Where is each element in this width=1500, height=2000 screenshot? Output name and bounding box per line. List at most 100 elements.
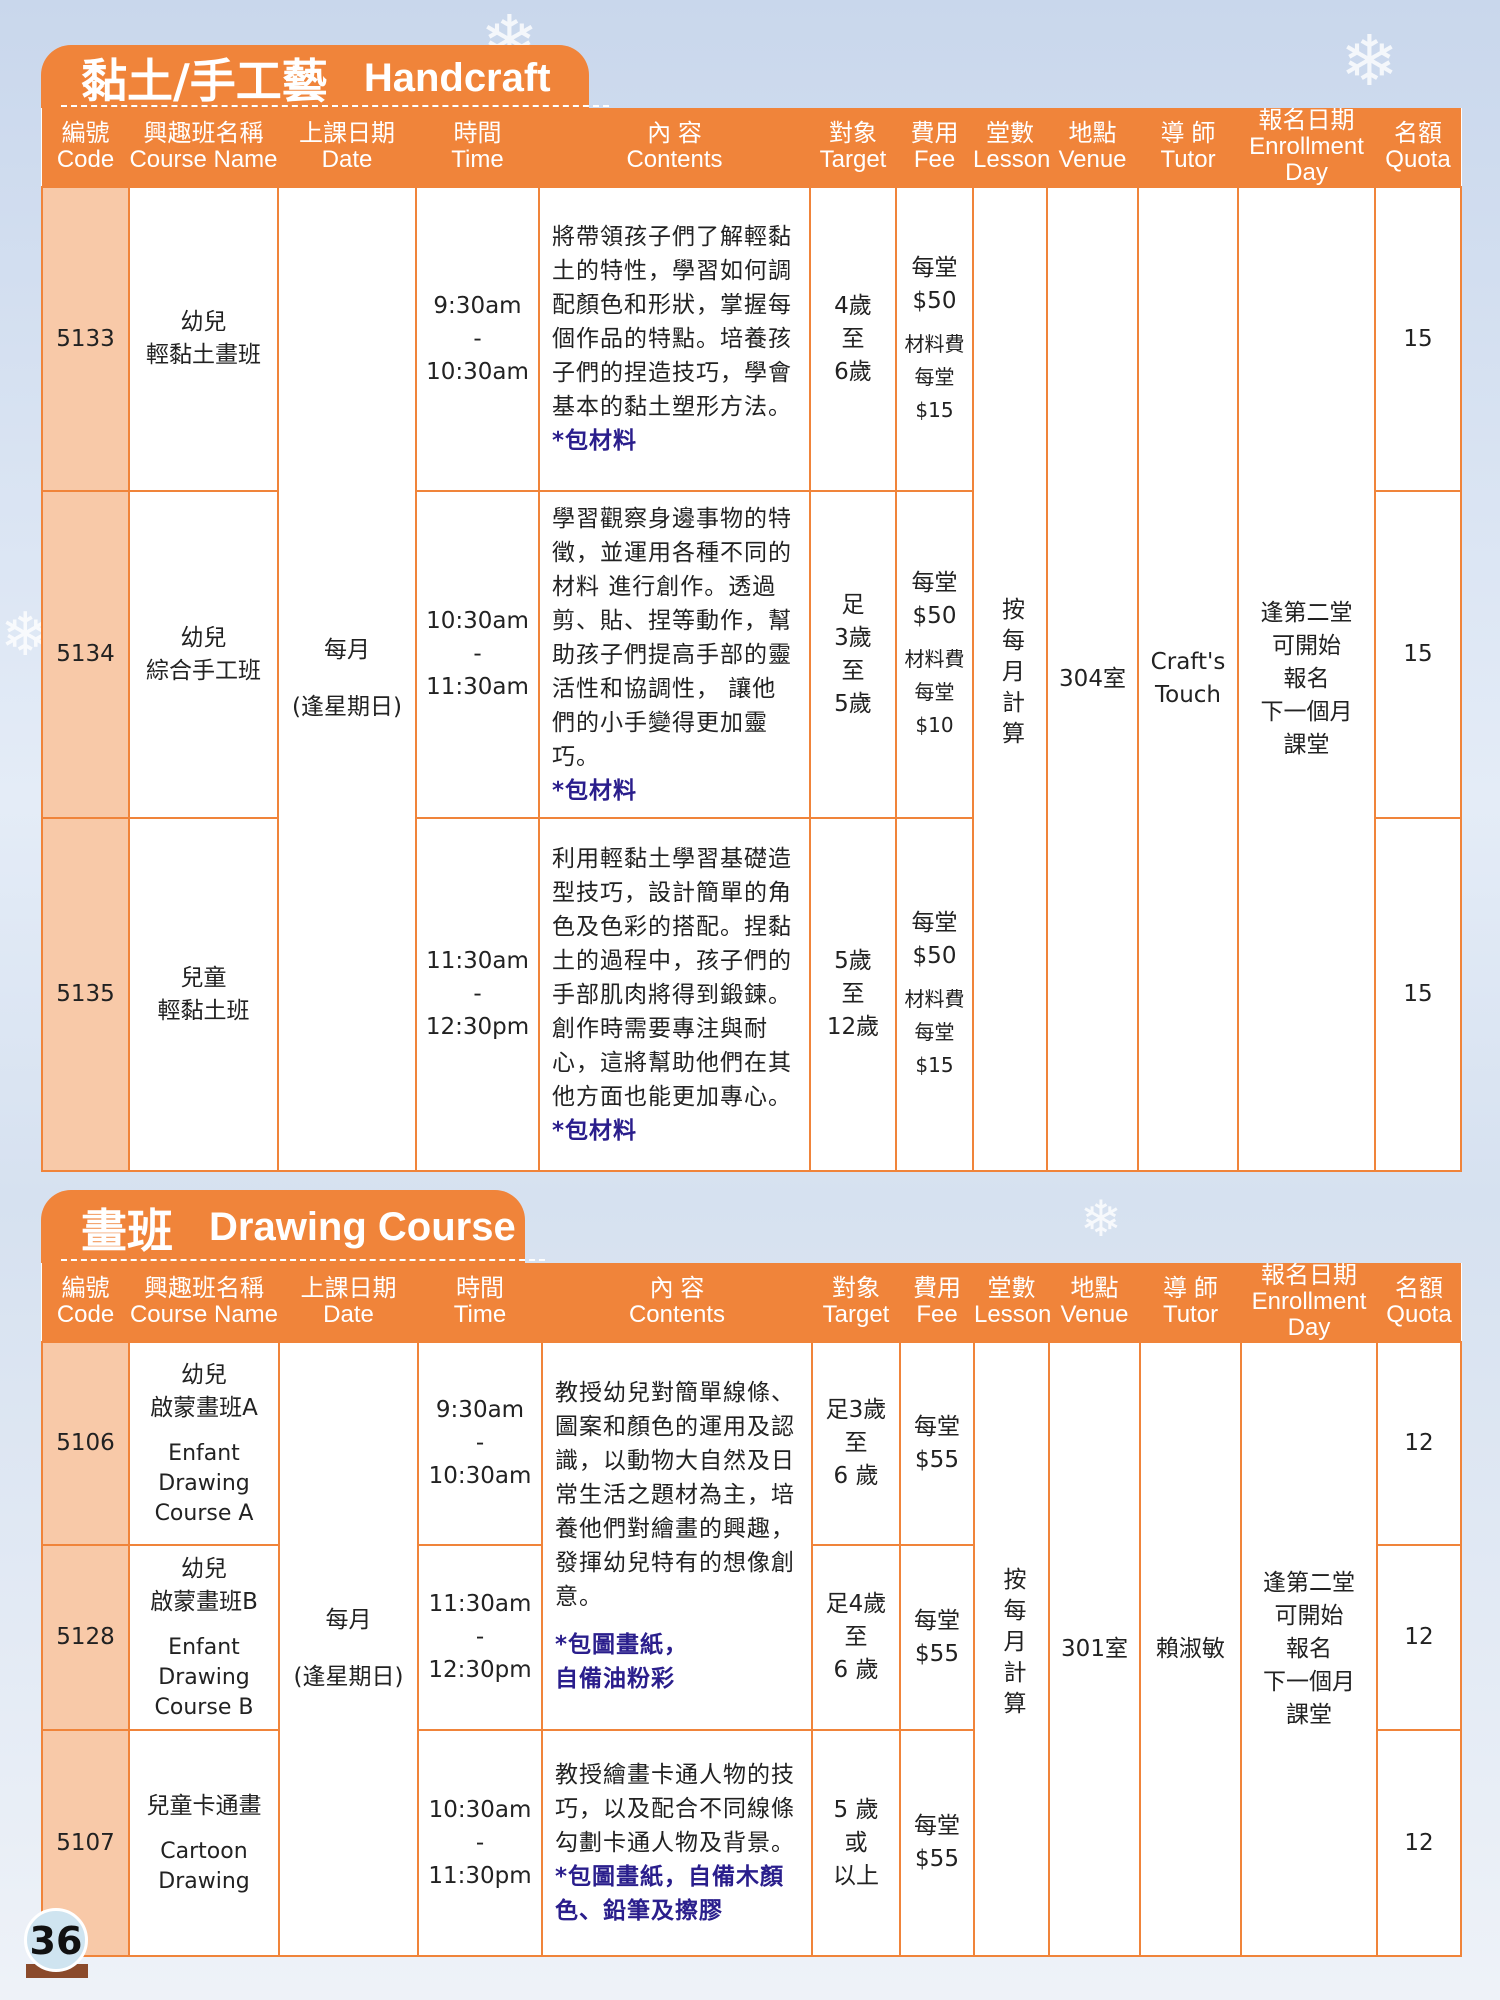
line: Drawing xyxy=(158,1470,250,1496)
header-fee: 費用 Fee xyxy=(900,1263,974,1342)
header-time: 時間 Time xyxy=(418,1263,542,1342)
line: 10:30am xyxy=(426,608,529,634)
line: 9:30am xyxy=(435,1397,525,1423)
header-quota: 名額 Quota xyxy=(1375,108,1461,187)
header-zh: 地點 xyxy=(1070,1275,1119,1302)
line: 報名 xyxy=(1286,1635,1332,1662)
contents-text: 利用輕黏土學習基礎造型技巧，設計簡單的角色及色彩的搭配。捏黏土的過程中，孩子們的… xyxy=(552,845,792,1110)
line: - xyxy=(475,1430,485,1456)
line: 11:30am xyxy=(428,1591,532,1617)
line: 課堂 xyxy=(1283,731,1330,758)
line: 12歲 xyxy=(826,1014,880,1040)
line: 每堂 xyxy=(911,910,958,936)
course-contents: 學習觀察身邊事物的特徵，並運用各種不同的材料 進行創作。透過剪、貼、捏等動作，幫… xyxy=(538,490,811,819)
line: 11:30am xyxy=(426,948,529,974)
line: 啟蒙畫班A xyxy=(150,1394,258,1421)
line: 每堂 xyxy=(911,254,958,281)
line: 報名 xyxy=(1283,665,1330,692)
line: 每堂 xyxy=(914,680,955,704)
course-venue: 304室 xyxy=(1046,186,1139,1172)
line: 幼兒 xyxy=(181,1555,227,1582)
line: 可開始 xyxy=(1272,632,1341,659)
line: 每堂 xyxy=(914,1413,960,1440)
line: 賴淑敏 xyxy=(1156,1635,1225,1662)
course-fee: 每堂 $50 材料費 每堂 $15 xyxy=(895,817,974,1172)
line: 自備油粉彩 xyxy=(555,1666,675,1692)
line: 下一個月 xyxy=(1263,1668,1355,1695)
lesson-text: 按每月計算 xyxy=(999,1566,1025,1722)
line: Course A xyxy=(154,1500,254,1526)
line: - xyxy=(475,1829,485,1856)
contents-text: 教授繪畫卡通人物的技巧，以及配合不同線條勾劃卡通人物及背景。 xyxy=(555,1762,795,1856)
line: $55 xyxy=(915,1446,959,1473)
course-lessons: 按每月計算 xyxy=(972,186,1048,1172)
header-en: Tutor xyxy=(1162,1301,1219,1328)
line: 6 歲 xyxy=(833,1657,879,1683)
header-zh: 名額 xyxy=(1395,1275,1443,1302)
header-zh: 名額 xyxy=(1394,120,1442,147)
header-en: Fee xyxy=(913,146,956,173)
header-en: Enrollment Day xyxy=(1251,1288,1367,1341)
course-target: 5 歲或以上 xyxy=(811,1729,901,1957)
line: 每堂 xyxy=(914,1607,960,1634)
header-en: Target xyxy=(822,1301,890,1328)
contents-note: *包圖畫紙，自備木顏色、鉛筆及擦膠 xyxy=(555,1864,785,1924)
course-quota: 15 xyxy=(1374,817,1462,1172)
line: 逢第二堂 xyxy=(1260,599,1353,626)
page-number: 36 xyxy=(24,1908,88,1972)
line: Drawing xyxy=(158,1868,250,1894)
course-name: 幼兒 綜合手工班 xyxy=(128,490,279,819)
course-enrollment: 逢第二堂 可開始 報名 下一個月 課堂 xyxy=(1240,1341,1378,1957)
course-target: 足3歲至 6 歲 xyxy=(811,1341,901,1546)
header-enroll: 報名日期 Enrollment Day xyxy=(1241,1263,1377,1342)
header-name: 興趣班名稱 Course Name xyxy=(129,108,278,187)
line: 至 xyxy=(841,657,865,684)
line: 材料費 xyxy=(904,331,965,356)
header-enroll: 報名日期 Enrollment Day xyxy=(1238,108,1375,187)
header-zh: 堂數 xyxy=(987,1275,1036,1302)
line: 12:30pm xyxy=(428,1657,532,1683)
line: - xyxy=(473,981,482,1007)
line: 6 歲 xyxy=(833,1463,879,1489)
header-en: Quota xyxy=(1385,146,1451,173)
line: - xyxy=(473,325,482,352)
course-date: 每月 (逢星期日) xyxy=(278,1341,419,1957)
line: 11:30pm xyxy=(428,1862,532,1889)
line: $50 xyxy=(912,603,957,629)
line: 3歲 xyxy=(834,624,872,651)
line: 兒童 xyxy=(180,964,227,991)
header-fee: 費用 Fee xyxy=(896,108,973,187)
course-code: 5134 xyxy=(41,490,130,819)
header-zh: 導 師 xyxy=(1160,120,1216,147)
header-zh: 報名日期 xyxy=(1258,107,1355,134)
course-name: 幼兒 啟蒙畫班B Enfant Drawing Course B xyxy=(128,1544,280,1731)
line: - xyxy=(475,1624,485,1650)
header-zh: 內 容 xyxy=(647,120,702,147)
line: 啟蒙畫班B xyxy=(150,1588,258,1615)
line: 10:30am xyxy=(428,1796,532,1823)
course-fee: 每堂 $50 材料費 每堂 $10 xyxy=(895,490,974,819)
line: 每月 xyxy=(325,1607,372,1633)
header-zh: 地點 xyxy=(1068,120,1117,147)
contents-note: *包材料 xyxy=(552,777,638,804)
course-contents: 教授幼兒對簡單線條、圖案和顏色的運用及認識，以動物大自然及日常生活之題材為主，培… xyxy=(541,1341,813,1731)
header-zh: 興趣班名稱 xyxy=(144,1275,264,1302)
course-enrollment: 逢第二堂 可開始 報名 下一個月 課堂 xyxy=(1237,186,1376,1172)
line: 每堂 xyxy=(914,364,955,389)
header-en: Enrollment Day xyxy=(1249,133,1364,186)
line: 每月 xyxy=(324,637,370,663)
course-code: 5107 xyxy=(41,1729,130,1957)
line: 幼兒 xyxy=(180,309,227,335)
header-en: Course Name xyxy=(129,1301,279,1328)
contents-text: 將帶領孩子們了解輕黏土的特性，學習如何調配顏色和形狀，掌握每個作品的特點。培養孩… xyxy=(552,224,792,420)
header-zh: 對象 xyxy=(832,1275,880,1302)
header-code: 編號 Code xyxy=(42,108,129,187)
header-en: Tutor xyxy=(1160,146,1216,173)
course-code: 5135 xyxy=(41,817,130,1172)
line: 幼兒 xyxy=(181,1361,227,1388)
header-venue: 地點 Venue xyxy=(1049,1263,1140,1342)
line: 或 xyxy=(844,1829,868,1856)
